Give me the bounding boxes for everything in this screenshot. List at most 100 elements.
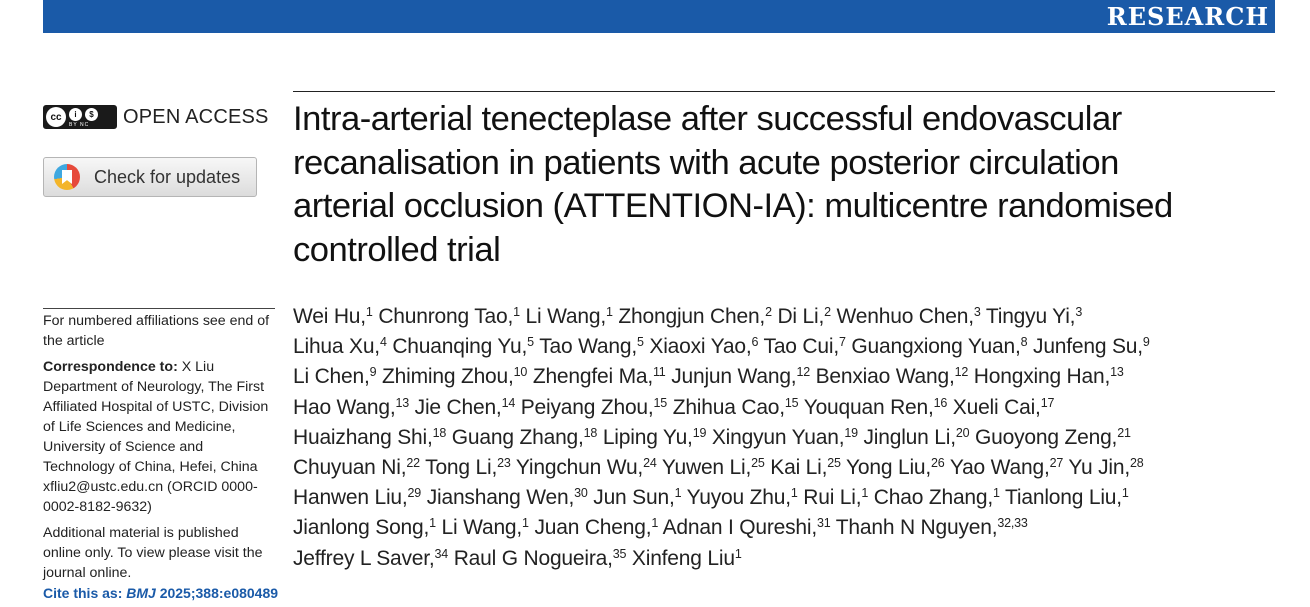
- affiliation-number: 18: [432, 425, 447, 440]
- author-name: Li Wang,: [441, 516, 523, 540]
- author-name: Zhiming Zhou,: [382, 365, 514, 389]
- nc-icon: $: [85, 107, 98, 121]
- affiliation-number: 29: [407, 486, 422, 501]
- citation: Cite this as: BMJ 2025;388:e080489: [43, 585, 278, 601]
- open-access-label: OPEN ACCESS: [123, 105, 269, 128]
- affiliation-number: 32,33: [997, 516, 1028, 531]
- affiliation-number: 31: [817, 516, 831, 531]
- affiliation-number: 15: [653, 395, 668, 410]
- title-line: recanalisation in patients with acute po…: [293, 143, 1119, 182]
- check-for-updates-label: Check for updates: [94, 166, 241, 187]
- by-icon: i: [69, 107, 82, 121]
- affiliation-number: 19: [844, 425, 858, 440]
- affiliation-number: 4: [379, 335, 387, 350]
- author-name: Thanh N Nguyen,: [835, 516, 998, 540]
- title-line: Intra-arterial tenecteplase after succes…: [293, 100, 1122, 138]
- affiliation-number: 14: [501, 395, 516, 410]
- author-name: Tao Wang,: [539, 335, 637, 359]
- affiliation-number: 5: [637, 335, 644, 350]
- author-name: Hongxing Han,: [973, 365, 1111, 389]
- affiliation-number: 10: [513, 365, 528, 380]
- author-name: Jun Sun,: [593, 486, 675, 510]
- license-row: cc i $ BY NC OPEN ACCESS: [43, 104, 269, 130]
- author-name: Tao Cui,: [763, 335, 840, 359]
- author-name: Hanwen Liu,: [293, 486, 408, 510]
- affiliation-number: 8: [1020, 335, 1028, 350]
- author-line: Li Chen,9 Zhiming Zhou,10 Zhengfei Ma,11…: [293, 362, 1275, 392]
- check-for-updates-button[interactable]: Check for updates: [43, 157, 257, 197]
- affiliation-number: 1: [513, 305, 520, 319]
- author-name: Jianshang Wen,: [426, 486, 575, 510]
- affiliation-number: 1: [1121, 486, 1129, 501]
- section-label: RESEARCH: [1106, 2, 1269, 31]
- author-name: Junjun Wang,: [671, 365, 797, 389]
- affiliation-number: 15: [784, 395, 799, 410]
- author-line: Chuyuan Ni,22 Tong Li,23 Yingchun Wu,24 …: [293, 453, 1275, 483]
- author-name: Yuwen Li,: [661, 456, 752, 480]
- author-name: Di Li,: [777, 305, 825, 328]
- author-line: Hanwen Liu,29 Jianshang Wen,30 Jun Sun,1…: [293, 483, 1275, 513]
- author-name: Yuyou Zhu,: [686, 486, 791, 510]
- author-list: Wei Hu,1 Chunrong Tao,1 Li Wang,1 Zhongj…: [293, 302, 1275, 574]
- correspondence-body: X Liu Department of Neurology, The First…: [43, 359, 269, 515]
- affiliation-number: 2: [824, 305, 831, 319]
- author-name: Kai Li,: [770, 456, 828, 480]
- article-sidebar: For numbered affiliations see end of the…: [43, 311, 275, 589]
- author-name: Youquan Ren,: [803, 395, 934, 419]
- author-line: Huaizhang Shi,18 Guang Zhang,18 Liping Y…: [293, 423, 1275, 453]
- author-name: Huaizhang Shi,: [293, 425, 433, 449]
- author-name: Guoyong Zeng,: [975, 425, 1118, 449]
- sidebar-divider: [43, 308, 275, 309]
- author-name: Wei Hu,: [293, 305, 366, 328]
- affiliation-number: 27: [1049, 456, 1064, 471]
- affiliation-number: 7: [838, 335, 846, 350]
- author-name: Adnan I Qureshi,: [662, 516, 818, 540]
- cite-label: Cite this as:: [43, 585, 123, 601]
- affiliation-number: 12: [796, 365, 810, 380]
- author-name: Hao Wang,: [293, 395, 396, 419]
- author-name: Zhengfei Ma,: [532, 365, 653, 389]
- affiliation-number: 13: [1110, 365, 1124, 380]
- author-name: Benxiao Wang,: [815, 365, 955, 389]
- author-name: Guangxiong Yuan,: [851, 335, 1021, 359]
- affiliation-number: 1: [365, 305, 373, 319]
- author-name: Wenhuo Chen,: [836, 305, 975, 328]
- correspondence-label: Correspondence to:: [43, 359, 178, 375]
- affiliation-number: 17: [1040, 395, 1055, 410]
- affiliation-number: 13: [395, 395, 409, 410]
- author-name: Liping Yu,: [602, 425, 693, 449]
- title-divider: [293, 91, 1275, 92]
- affiliation-number: 1: [790, 486, 798, 501]
- affiliation-number: 22: [406, 456, 420, 471]
- author-name: Juan Cheng,: [534, 516, 652, 540]
- cc-badge-text: BY NC: [69, 122, 90, 128]
- additional-material-note: Additional material is published online …: [43, 525, 263, 581]
- author-name: Yu Jin,: [1068, 456, 1131, 480]
- author-name: Yong Liu,: [846, 456, 932, 480]
- affiliation-number: 25: [827, 456, 841, 471]
- author-line: Lihua Xu,4 Chuanqing Yu,5 Tao Wang,5 Xia…: [293, 332, 1275, 362]
- author-line: Hao Wang,13 Jie Chen,14 Peiyang Zhou,15 …: [293, 393, 1275, 423]
- author-name: Zhihua Cao,: [672, 395, 785, 419]
- author-name: Chuanqing Yu,: [392, 335, 528, 359]
- author-name: Jeffrey L Saver,: [293, 546, 435, 570]
- affiliation-number: 18: [583, 425, 598, 440]
- affiliation-number: 3: [973, 305, 981, 319]
- correspondence: Correspondence to: X Liu Department of N…: [43, 357, 275, 517]
- affiliation-number: 1: [734, 546, 742, 561]
- author-name: Yingchun Wu,: [515, 456, 644, 480]
- affiliation-number: 20: [955, 425, 970, 440]
- affiliation-number: 3: [1075, 305, 1083, 319]
- creative-commons-icon[interactable]: cc i $ BY NC: [43, 105, 117, 129]
- author-name: Junfeng Su,: [1033, 335, 1143, 359]
- affiliation-number: 28: [1130, 456, 1144, 471]
- affiliation-number: 19: [692, 425, 707, 440]
- author-name: Guang Zhang,: [451, 425, 584, 449]
- author-line: Jeffrey L Saver,34 Raul G Nogueira,35 Xi…: [293, 544, 1275, 574]
- journal-header-bar: RESEARCH: [43, 0, 1275, 33]
- author-name: Tianlong Liu,: [1005, 486, 1122, 510]
- cc-symbol: cc: [46, 107, 66, 127]
- affiliation-number: 23: [497, 456, 511, 471]
- author-name: Jie Chen,: [414, 395, 502, 419]
- author-name: Chuyuan Ni,: [293, 456, 407, 480]
